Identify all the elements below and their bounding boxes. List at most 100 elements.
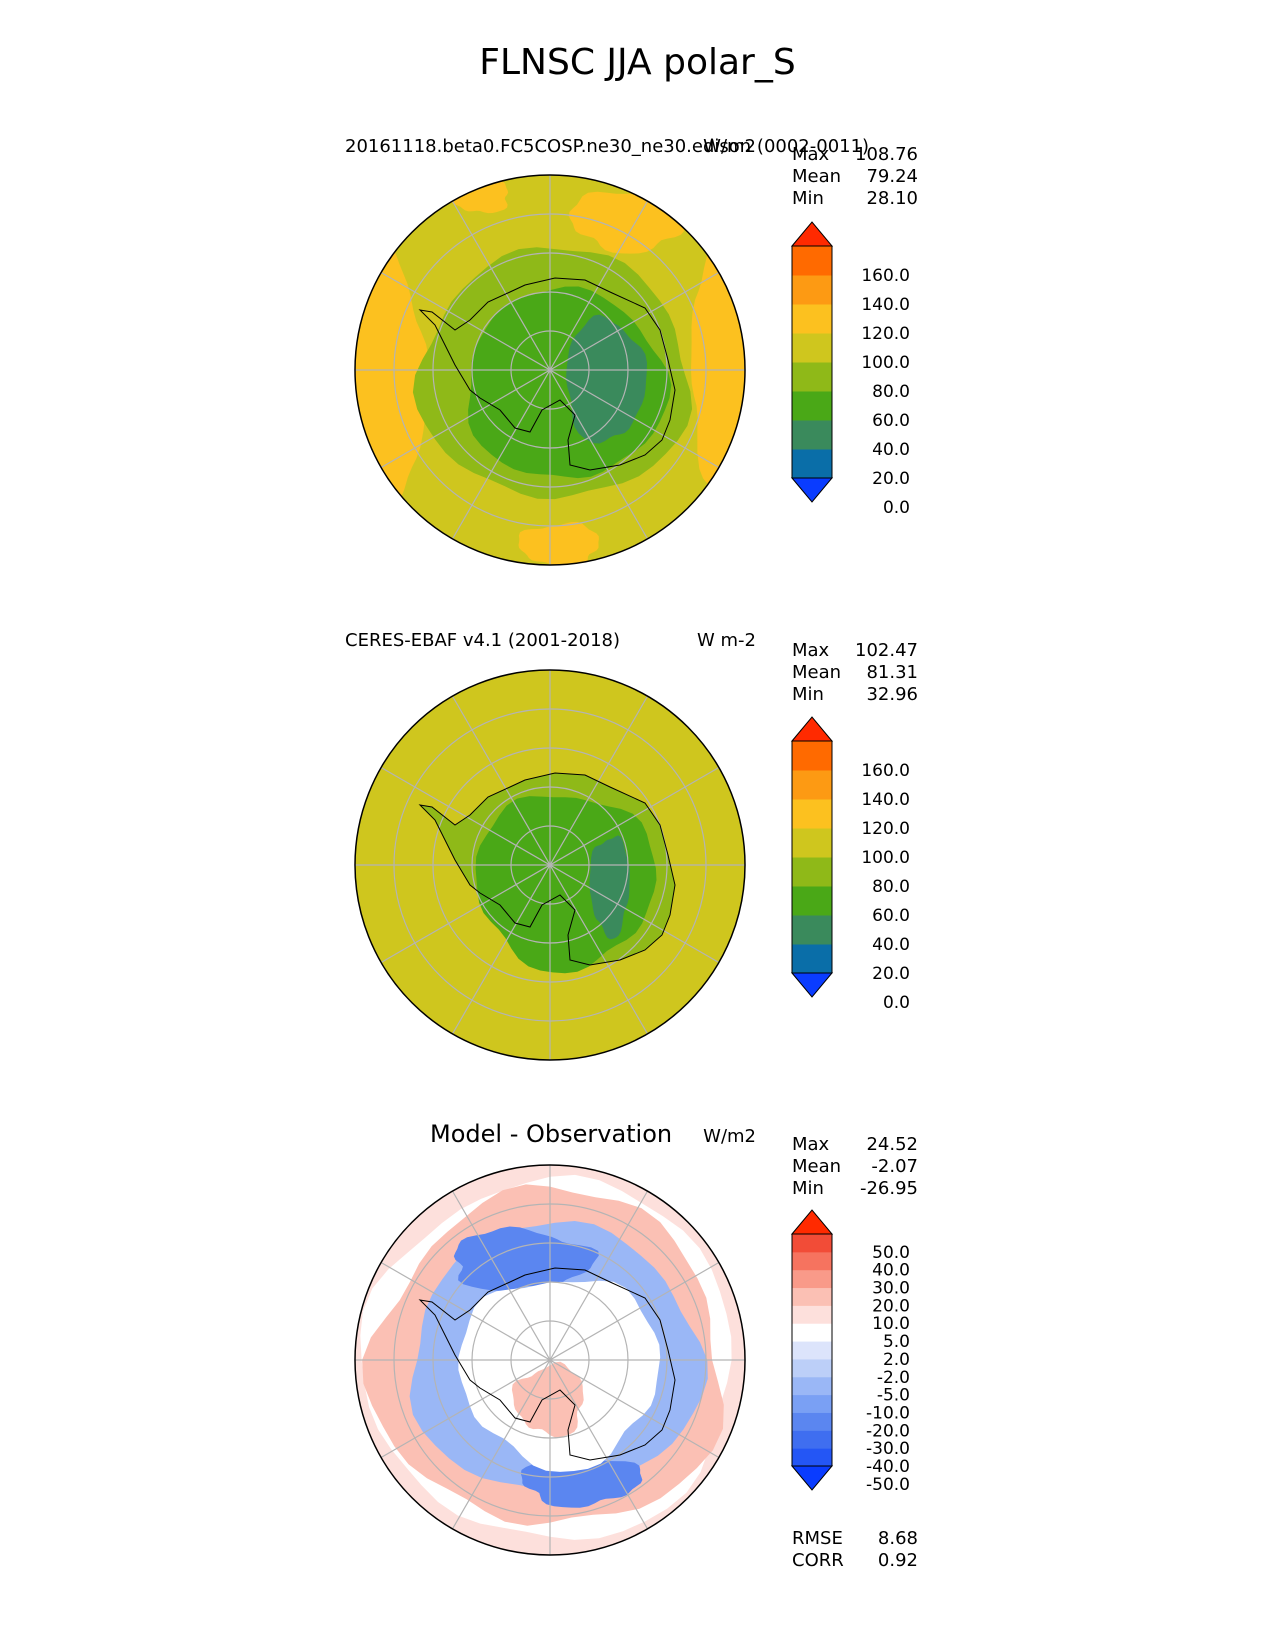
colorbar-segment — [792, 1251, 832, 1271]
corr-label: CORR — [792, 1550, 844, 1571]
stat-max-label: Max — [792, 640, 830, 661]
colorbar-tick-label: 20.0 — [872, 1296, 910, 1316]
colorbar-segment — [792, 304, 832, 334]
colorbar-test: 160.0 140.0 120.0 100.0 80.0 60.0 40.0 20.0 0.0 — [790, 221, 910, 518]
warm-patch-south — [518, 521, 599, 565]
colorbar-segment — [792, 915, 832, 945]
colorbar-segment — [792, 1287, 832, 1306]
colorbar-tick-label: 160.0 — [861, 761, 910, 781]
colorbar-segment — [792, 799, 832, 829]
polar-map-test — [354, 174, 746, 566]
stat-mean-value: -2.07 — [871, 1156, 918, 1177]
colorbar-segment — [792, 1430, 832, 1449]
map-field — [355, 1165, 745, 1555]
stat-mean-label: Mean — [792, 166, 842, 187]
colorbar-tick-label: -5.0 — [877, 1386, 910, 1406]
colorbar-segment — [792, 1341, 832, 1360]
colorbar-segment — [792, 1412, 832, 1431]
panel-ref-units: W m-2 — [696, 630, 756, 651]
stat-mean-value: 79.24 — [866, 166, 918, 187]
colorbar-segment — [792, 944, 832, 974]
stat-max-label: Max — [792, 1134, 830, 1155]
colorbar-tick-label: -2.0 — [877, 1368, 910, 1388]
colorbar-diff: 50.040.030.020.010.05.02.0-2.0-5.0-10.0-… — [790, 1209, 910, 1495]
rmse-label: RMSE — [792, 1528, 843, 1549]
colorbar-tick-label: -40.0 — [866, 1457, 910, 1477]
colorbar-tick-label: 20.0 — [872, 469, 910, 489]
colorbar-tick-label: 40.0 — [872, 1261, 910, 1281]
colorbar-segment — [792, 741, 832, 771]
colorbar-tick-label: 2.0 — [883, 1350, 910, 1370]
figure-title: FLNSC JJA polar_S — [479, 42, 796, 83]
colorbar-tick-label: 0.0 — [883, 498, 910, 518]
stat-mean-value: 81.31 — [866, 662, 918, 683]
colorbar-extend-top — [790, 221, 834, 247]
colorbar-segment — [792, 828, 832, 858]
map-border — [354, 174, 746, 566]
corr-value: 0.92 — [877, 1550, 918, 1571]
colorbar-tick-label: 80.0 — [872, 382, 910, 402]
colorbar-segment — [792, 1358, 832, 1378]
colorbar-tick-label: 30.0 — [872, 1279, 910, 1299]
colorbar-segment — [792, 770, 832, 800]
coastline — [418, 277, 676, 471]
colorbar-tick-label: 100.0 — [861, 848, 910, 868]
colorbar-tick-label: 10.0 — [872, 1314, 910, 1334]
panel-diff-units: W/m2 — [703, 1126, 756, 1147]
meridian-line — [380, 1261, 720, 1459]
stat-min-label: Min — [792, 684, 824, 705]
colorbar-tick-label: 40.0 — [872, 440, 910, 460]
colorbar-frame — [791, 1233, 833, 1467]
colorbar-tick-label: 160.0 — [861, 266, 910, 286]
colorbar-segment — [792, 449, 832, 479]
positive-center — [511, 1361, 584, 1438]
colorbar-tick-label: 80.0 — [872, 877, 910, 897]
stat-min-label: Min — [792, 188, 824, 209]
stat-min-label: Min — [792, 1178, 824, 1199]
colorbar-segment — [792, 362, 832, 392]
panel-diff-title: Model - Observation — [430, 1120, 673, 1148]
strong-negative-north — [453, 1226, 599, 1291]
colorbar-segment — [792, 391, 832, 421]
colorbar-segment — [792, 857, 832, 887]
colorbar-tick-label: 100.0 — [861, 353, 910, 373]
colorbar-tick-label: 60.0 — [872, 906, 910, 926]
colorbar-tick-label: 140.0 — [861, 295, 910, 315]
coastline — [418, 1267, 676, 1461]
stat-max-value: 24.52 — [866, 1134, 918, 1155]
colorbar-frame — [791, 740, 833, 974]
colorbar-segment — [792, 1269, 832, 1289]
colorbar-segment — [792, 1376, 832, 1396]
colorbar-tick-label: 120.0 — [861, 324, 910, 344]
colorbar-segment — [792, 420, 832, 450]
stat-mean-label: Mean — [792, 1156, 842, 1177]
colorbar-segment — [792, 1323, 832, 1342]
stat-min-value: -26.95 — [859, 1178, 918, 1199]
colorbar-extend-bottom — [790, 1465, 834, 1491]
colorbar-segment — [792, 1234, 832, 1253]
colorbar-segment — [792, 1305, 832, 1324]
meridian-line — [380, 766, 720, 964]
meridian-line — [380, 271, 720, 469]
colorbar-ref: 160.0 140.0 120.0 100.0 80.0 60.0 40.0 20.0 0.0 — [790, 716, 910, 1013]
colorbar-tick-label: 50.0 — [872, 1243, 910, 1263]
colorbar-tick-label: 20.0 — [872, 964, 910, 984]
panel-ref-title: CERES-EBAF v4.1 (2001-2018) — [345, 630, 621, 651]
rmse-value: 8.68 — [877, 1528, 918, 1549]
colorbar-tick-label: 0.0 — [883, 993, 910, 1013]
stat-min-value: 32.96 — [866, 684, 918, 705]
colorbar-extend-bottom — [790, 972, 834, 998]
colorbar-frame — [791, 245, 833, 479]
colorbar-extend-top — [790, 1209, 834, 1235]
stat-max-value: 108.76 — [855, 144, 918, 165]
panel-test-stats: Max 108.76 Mean 79.24 Min 28.10 — [792, 144, 918, 210]
map-field — [355, 175, 745, 565]
colorbar-tick-label: 140.0 — [861, 790, 910, 810]
colorbar-tick-label: -10.0 — [866, 1403, 910, 1423]
colorbar-segment — [792, 275, 832, 305]
colorbar-segment — [792, 246, 832, 276]
colorbar-extend-bottom — [790, 477, 834, 503]
panel-test-units: W/m2 — [703, 136, 756, 157]
colorbar-tick-label: -30.0 — [866, 1439, 910, 1459]
polar-map-diff — [354, 1164, 746, 1556]
